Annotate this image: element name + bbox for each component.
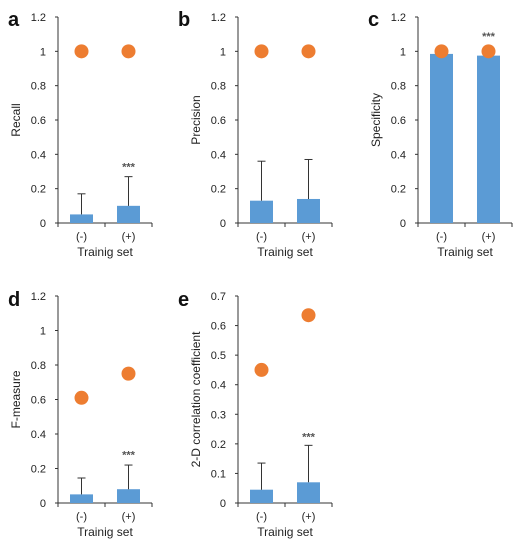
- panel-b-letter: b: [178, 9, 190, 31]
- panel-d-point: [121, 366, 136, 381]
- panel-c-y-tick-label: 0: [400, 218, 406, 230]
- panel-a-significance-label: ***: [122, 161, 136, 173]
- panel-a-y-tick-label: 1: [40, 46, 46, 58]
- panel-e-y-axis-label: 2-D correlation coefficient: [189, 331, 203, 468]
- panel-e-y-tick-label: 0: [220, 498, 226, 510]
- panel-e-y-tick-label: 0.3: [211, 409, 226, 421]
- panel-a-y-tick-label: 0: [40, 218, 46, 230]
- panel-e-point: [254, 362, 269, 377]
- panel-b-point: [301, 44, 316, 59]
- panel-e-x-tick-label: (+): [302, 511, 316, 523]
- panel-b-bar: [297, 198, 320, 223]
- panel-d-x-tick-label: (+): [122, 511, 136, 523]
- panel-d-y-tick-label: 0.2: [31, 464, 46, 476]
- panel-c-y-tick-label: 1: [400, 46, 406, 58]
- panel-d-y-tick-label: 0.4: [31, 429, 46, 441]
- panel-d-x-tick-label: (-): [76, 511, 87, 523]
- panel-d-bar: [117, 489, 140, 503]
- panel-c-point: [434, 44, 449, 59]
- panel-e-y-tick-label: 0.7: [211, 291, 226, 303]
- panel-b-y-tick-label: 0.6: [211, 115, 226, 127]
- panel-a-point: [74, 44, 89, 59]
- panel-b-bar: [250, 200, 273, 223]
- panel-b-x-tick-label: (+): [302, 231, 316, 243]
- panel-e-y-tick-label: 0.1: [211, 468, 226, 480]
- panel-c-y-tick-label: 1.2: [391, 12, 406, 24]
- panel-c-y-tick-label: 0.8: [391, 81, 406, 93]
- panel-d-y-tick-label: 0: [40, 498, 46, 510]
- panel-d-significance-label: ***: [122, 450, 136, 462]
- panel-b-y-tick-label: 0.8: [211, 81, 226, 93]
- panel-e-x-tick-label: (-): [256, 511, 267, 523]
- panel-b-y-tick-label: 0: [220, 218, 226, 230]
- panel-a-y-tick-label: 1.2: [31, 12, 46, 24]
- panel-b-y-tick-label: 1: [220, 46, 226, 58]
- panel-e-y-tick-label: 0.5: [211, 350, 226, 362]
- panel-e-y-tick-label: 0.6: [211, 321, 226, 333]
- panel-a-y-axis-label: Recall: [9, 103, 23, 136]
- panel-a-bar: [117, 205, 140, 223]
- panel-b-point: [254, 44, 269, 59]
- panel-d-bar: [70, 494, 93, 503]
- panel-d-y-tick-label: 1: [40, 326, 46, 338]
- panel-c-bar: [477, 55, 500, 223]
- panel-c-x-axis-label: Trainig set: [437, 245, 493, 259]
- panel-b-x-tick-label: (-): [256, 231, 267, 243]
- panel-c-x-tick-label: (-): [436, 231, 447, 243]
- panel-d-y-tick-label: 0.6: [31, 395, 46, 407]
- panel-b-y-axis-label: Precision: [189, 95, 203, 144]
- panel-d-y-tick-label: 0.8: [31, 360, 46, 372]
- panel-c-x-tick-label: (+): [482, 231, 496, 243]
- panel-e-bar: [297, 482, 320, 503]
- panel-c-bar: [430, 53, 453, 224]
- panel-b-x-axis-label: Trainig set: [257, 245, 313, 259]
- panel-a-bar: [70, 214, 93, 223]
- panel-a-y-tick-label: 0.4: [31, 149, 46, 161]
- panel-a-point: [121, 44, 136, 59]
- panel-e-letter: e: [178, 289, 189, 311]
- panel-d-y-tick-label: 1.2: [31, 291, 46, 303]
- panel-a-x-tick-label: (-): [76, 231, 87, 243]
- panel-e-point: [301, 308, 316, 323]
- panel-a-y-tick-label: 0.6: [31, 115, 46, 127]
- panel-b-y-tick-label: 1.2: [211, 12, 226, 24]
- panel-c-significance-label: ***: [482, 31, 496, 43]
- panel-c-letter: c: [368, 9, 379, 31]
- panel-a-x-axis-label: Trainig set: [77, 245, 133, 259]
- panel-d-x-axis-label: Trainig set: [77, 525, 133, 539]
- panel-c-point: [481, 44, 496, 59]
- panel-e-x-axis-label: Trainig set: [257, 525, 313, 539]
- panel-a-x-tick-label: (+): [122, 231, 136, 243]
- panel-c-y-axis-label: Specificity: [369, 93, 383, 147]
- panel-e-significance-label: ***: [302, 431, 316, 443]
- panel-e-y-tick-label: 0.4: [211, 380, 226, 392]
- panel-e-y-tick-label: 0.2: [211, 439, 226, 451]
- panel-a-y-tick-label: 0.8: [31, 81, 46, 93]
- panel-b-y-tick-label: 0.4: [211, 149, 226, 161]
- panel-b-y-tick-label: 0.2: [211, 184, 226, 196]
- panel-d-point: [74, 390, 89, 405]
- panel-d-letter: d: [8, 289, 20, 311]
- panel-c-y-tick-label: 0.6: [391, 115, 406, 127]
- panel-e-bar: [250, 489, 273, 503]
- panel-c-y-tick-label: 0.2: [391, 184, 406, 196]
- panel-c-y-tick-label: 0.4: [391, 149, 406, 161]
- panel-a-letter: a: [8, 9, 20, 31]
- panel-a-y-tick-label: 0.2: [31, 184, 46, 196]
- panel-d-y-axis-label: F-measure: [9, 370, 23, 428]
